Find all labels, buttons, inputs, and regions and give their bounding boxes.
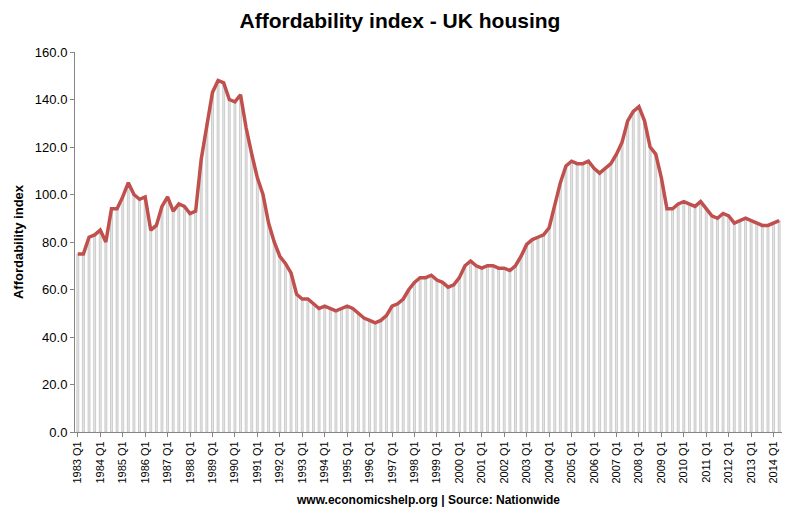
svg-text:1983 Q1: 1983 Q1 xyxy=(71,441,83,483)
svg-text:1987 Q1: 1987 Q1 xyxy=(161,441,173,483)
svg-text:1994 Q1: 1994 Q1 xyxy=(318,441,330,483)
svg-text:2005 Q1: 2005 Q1 xyxy=(565,441,577,483)
svg-text:1986 Q1: 1986 Q1 xyxy=(139,441,151,483)
svg-text:2008 Q1: 2008 Q1 xyxy=(632,441,644,483)
svg-text:2001 Q1: 2001 Q1 xyxy=(475,441,487,483)
svg-text:1984 Q1: 1984 Q1 xyxy=(94,441,106,483)
svg-text:2002 Q1: 2002 Q1 xyxy=(498,441,510,483)
svg-text:120.0: 120.0 xyxy=(35,140,68,155)
svg-text:1990 Q1: 1990 Q1 xyxy=(228,441,240,483)
svg-text:www.economicshelp.org | Source: www.economicshelp.org | Source: Nationwi… xyxy=(296,493,560,507)
svg-text:160.0: 160.0 xyxy=(35,45,68,60)
svg-text:2006 Q1: 2006 Q1 xyxy=(588,441,600,483)
svg-text:1989 Q1: 1989 Q1 xyxy=(206,441,218,483)
svg-text:1988 Q1: 1988 Q1 xyxy=(184,441,196,483)
svg-text:140.0: 140.0 xyxy=(35,92,68,107)
svg-text:2011 Q1: 2011 Q1 xyxy=(700,441,712,482)
svg-text:2009 Q1: 2009 Q1 xyxy=(655,441,667,483)
svg-text:Affordability index: Affordability index xyxy=(11,184,26,299)
svg-text:1997 Q1: 1997 Q1 xyxy=(386,441,398,483)
svg-text:100.0: 100.0 xyxy=(35,187,68,202)
svg-text:40.0: 40.0 xyxy=(42,330,67,345)
svg-text:1993 Q1: 1993 Q1 xyxy=(296,441,308,483)
svg-text:60.0: 60.0 xyxy=(42,282,67,297)
svg-text:2012 Q1: 2012 Q1 xyxy=(722,441,734,483)
svg-text:1996 Q1: 1996 Q1 xyxy=(363,441,375,483)
svg-text:2004 Q1: 2004 Q1 xyxy=(543,441,555,483)
svg-text:1985 Q1: 1985 Q1 xyxy=(116,441,128,483)
svg-text:1999 Q1: 1999 Q1 xyxy=(430,441,442,483)
svg-text:2000 Q1: 2000 Q1 xyxy=(453,441,465,483)
svg-text:2010 Q1: 2010 Q1 xyxy=(677,441,689,483)
svg-text:1995 Q1: 1995 Q1 xyxy=(341,441,353,483)
svg-text:2013 Q1: 2013 Q1 xyxy=(745,441,757,483)
svg-text:2003 Q1: 2003 Q1 xyxy=(520,441,532,483)
svg-text:1998 Q1: 1998 Q1 xyxy=(408,441,420,483)
svg-text:1992 Q1: 1992 Q1 xyxy=(273,441,285,483)
svg-text:0.0: 0.0 xyxy=(49,425,67,440)
svg-text:1991 Q1: 1991 Q1 xyxy=(251,441,263,483)
svg-text:Affordability index - UK housi: Affordability index - UK housing xyxy=(240,9,561,32)
svg-text:80.0: 80.0 xyxy=(42,235,67,250)
svg-text:20.0: 20.0 xyxy=(42,377,67,392)
svg-text:2007 Q1: 2007 Q1 xyxy=(610,441,622,483)
svg-text:2014 Q1: 2014 Q1 xyxy=(767,441,779,483)
